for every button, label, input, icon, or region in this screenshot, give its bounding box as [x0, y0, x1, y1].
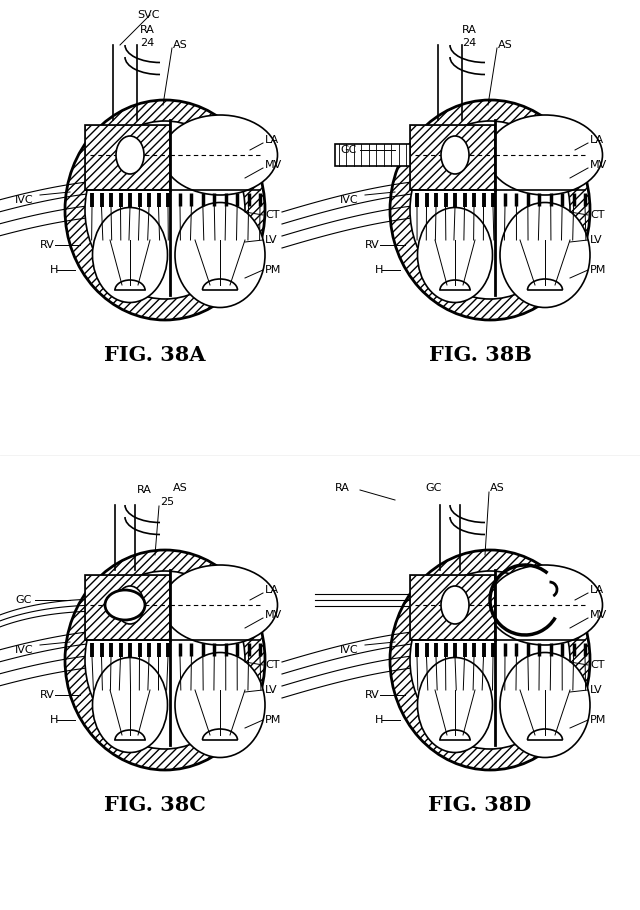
Ellipse shape: [488, 565, 602, 645]
Text: LV: LV: [590, 235, 603, 245]
Ellipse shape: [410, 121, 570, 299]
Ellipse shape: [175, 652, 265, 757]
Ellipse shape: [417, 658, 493, 753]
Text: LA: LA: [590, 585, 604, 595]
Ellipse shape: [65, 100, 265, 320]
Bar: [410, 125, 495, 190]
Text: FIG. 38C: FIG. 38C: [104, 795, 206, 815]
Text: LA: LA: [265, 585, 279, 595]
Bar: [335, 144, 410, 166]
Ellipse shape: [93, 658, 168, 753]
Ellipse shape: [441, 586, 469, 624]
Ellipse shape: [116, 136, 144, 174]
Text: AS: AS: [173, 40, 188, 50]
Text: LA: LA: [590, 135, 604, 145]
Text: AS: AS: [498, 40, 513, 50]
Text: AS: AS: [173, 483, 188, 493]
Ellipse shape: [417, 207, 493, 302]
Text: 24: 24: [140, 38, 154, 48]
Text: CT: CT: [265, 210, 280, 220]
Ellipse shape: [441, 136, 469, 174]
Text: H: H: [50, 715, 58, 725]
Ellipse shape: [488, 115, 602, 195]
Text: RA: RA: [137, 485, 152, 495]
Text: MV: MV: [590, 610, 607, 620]
Text: CT: CT: [590, 660, 605, 670]
Text: GC: GC: [15, 595, 31, 605]
Text: IVC: IVC: [340, 645, 358, 655]
Text: RA: RA: [462, 25, 477, 35]
Text: PM: PM: [590, 715, 606, 725]
Text: SVC: SVC: [137, 10, 159, 20]
Bar: [410, 575, 495, 640]
Text: H: H: [375, 715, 383, 725]
Text: LA: LA: [265, 135, 279, 145]
Ellipse shape: [163, 565, 278, 645]
Ellipse shape: [163, 115, 278, 195]
Text: MV: MV: [265, 160, 282, 170]
Ellipse shape: [65, 550, 265, 770]
Text: RV: RV: [365, 690, 380, 700]
Text: LV: LV: [590, 685, 603, 695]
Text: H: H: [50, 265, 58, 275]
Bar: [410, 125, 495, 190]
Ellipse shape: [116, 586, 144, 624]
Bar: [85, 575, 170, 640]
Text: MV: MV: [265, 610, 282, 620]
Text: PM: PM: [265, 265, 282, 275]
Text: FIG. 38B: FIG. 38B: [429, 345, 531, 365]
Text: H: H: [375, 265, 383, 275]
Ellipse shape: [390, 100, 590, 320]
Text: IVC: IVC: [15, 195, 34, 205]
Text: RV: RV: [40, 690, 55, 700]
Text: PM: PM: [265, 715, 282, 725]
Text: GC: GC: [425, 483, 442, 493]
Text: FIG. 38D: FIG. 38D: [428, 795, 532, 815]
Ellipse shape: [175, 203, 265, 308]
Ellipse shape: [105, 590, 145, 620]
Ellipse shape: [93, 207, 168, 302]
Text: RV: RV: [40, 240, 55, 250]
Bar: [85, 575, 170, 640]
Ellipse shape: [500, 652, 590, 757]
Text: 24: 24: [462, 38, 476, 48]
Text: MV: MV: [590, 160, 607, 170]
Text: RA: RA: [335, 483, 350, 493]
Text: LV: LV: [265, 235, 278, 245]
Text: IVC: IVC: [15, 645, 34, 655]
Bar: [85, 125, 170, 190]
Ellipse shape: [410, 571, 570, 749]
Text: IVC: IVC: [340, 195, 358, 205]
Bar: [410, 575, 495, 640]
Text: 25: 25: [160, 497, 174, 507]
Text: CT: CT: [265, 660, 280, 670]
Text: GC: GC: [340, 145, 356, 155]
Ellipse shape: [390, 550, 590, 770]
Text: PM: PM: [590, 265, 606, 275]
Text: RV: RV: [365, 240, 380, 250]
Text: CT: CT: [590, 210, 605, 220]
Text: LV: LV: [265, 685, 278, 695]
Text: AS: AS: [490, 483, 505, 493]
Ellipse shape: [85, 121, 245, 299]
Text: RA: RA: [140, 25, 155, 35]
Ellipse shape: [500, 203, 590, 308]
Text: FIG. 38A: FIG. 38A: [104, 345, 205, 365]
Bar: [85, 125, 170, 190]
Ellipse shape: [85, 571, 245, 749]
